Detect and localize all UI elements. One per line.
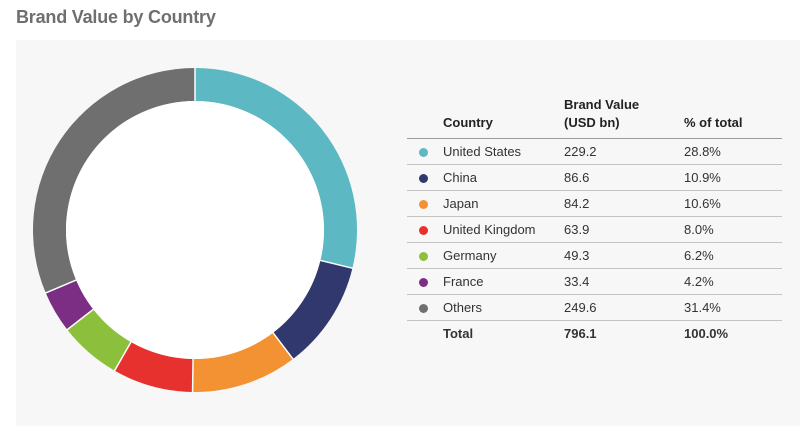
total-swatch-cell [407, 321, 443, 347]
swatch-cell [407, 268, 443, 295]
country-label: Others [443, 294, 564, 321]
percent-cell: 28.8% [684, 138, 782, 165]
brand-value-cell: 49.3 [564, 242, 684, 269]
swatch-cell [407, 294, 443, 321]
percent-cell: 6.2% [684, 242, 782, 269]
donut-hole [66, 101, 324, 359]
donut-slice-others [33, 68, 195, 293]
chart-title: Brand Value by Country [16, 7, 216, 27]
percent-cell: 10.9% [684, 164, 782, 191]
slice-separator [66, 308, 95, 331]
table-row-united-kingdom: United Kingdom 63.9 8.0% [407, 216, 782, 243]
legend-swatch-france [419, 278, 428, 288]
percent-cell: 4.2% [684, 268, 782, 295]
percent-cell: 10.6% [684, 190, 782, 217]
donut-slice-united-kingdom [114, 341, 194, 392]
slice-separator [191, 357, 194, 393]
brand-value-cell: 33.4 [564, 268, 684, 295]
brand-value-cell: 249.6 [564, 294, 684, 321]
country-label: Japan [443, 190, 564, 217]
total-row: Total 796.1 100.0% [407, 321, 782, 347]
header-country: Country [443, 96, 564, 139]
table-row-france: France 33.4 4.2% [407, 268, 782, 295]
slice-separator [271, 331, 295, 361]
country-label: China [443, 164, 564, 191]
table-row-germany: Germany 49.3 6.2% [407, 242, 782, 269]
donut-slice-united-states [195, 68, 357, 269]
percent-cell: 31.4% [684, 294, 782, 321]
total-label: Total [443, 326, 474, 341]
country-label: Germany [443, 242, 564, 269]
legend-swatch-china [419, 174, 428, 184]
donut-slice-france [45, 280, 94, 330]
legend-swatch-japan [419, 200, 428, 210]
swatch-cell [407, 216, 443, 243]
header-brand-value-line1: Brand Value [564, 97, 640, 112]
brand-value-table: Country Brand Value (USD bn) % of total … [407, 96, 782, 346]
slice-separator [44, 279, 78, 295]
swatch-cell [407, 138, 443, 165]
slice-separator [319, 259, 354, 270]
legend-swatch-united-states [419, 148, 428, 158]
swatch-cell [407, 242, 443, 269]
table-row-japan: Japan 84.2 10.6% [407, 190, 782, 217]
table-row-others: Others 249.6 31.4% [407, 294, 782, 321]
percent-cell: 8.0% [684, 216, 782, 243]
slice-separator [113, 340, 133, 372]
country-label: France [443, 268, 564, 295]
donut-slice-china [273, 260, 353, 360]
donut-chart [33, 67, 357, 393]
header-percent: % of total [684, 96, 782, 139]
swatch-cell [407, 164, 443, 191]
donut-slice-germany [67, 309, 131, 371]
brand-value-cell: 86.6 [564, 164, 684, 191]
table-header-row: Country Brand Value (USD bn) % of total [407, 96, 782, 139]
legend-swatch-others [419, 304, 428, 314]
country-label: United Kingdom [443, 216, 564, 243]
country-label: United States [443, 138, 564, 165]
brand-value-cell: 229.2 [564, 138, 684, 165]
swatch-cell [407, 190, 443, 217]
table-row-united-states: United States 229.2 28.8% [407, 138, 782, 165]
brand-value-cell: 63.9 [564, 216, 684, 243]
total-value: 796.1 [564, 326, 597, 341]
header-brand-value-line2: (USD bn) [564, 115, 620, 130]
total-percent: 100.0% [684, 326, 729, 341]
brand-value-cell: 84.2 [564, 190, 684, 217]
table-row-china: China 86.6 10.9% [407, 164, 782, 191]
donut-slice-japan [192, 332, 293, 392]
legend-swatch-united-kingdom [419, 226, 428, 236]
header-swatch-column [407, 96, 443, 139]
legend-swatch-germany [419, 252, 428, 262]
header-brand-value: Brand Value (USD bn) [564, 96, 684, 139]
